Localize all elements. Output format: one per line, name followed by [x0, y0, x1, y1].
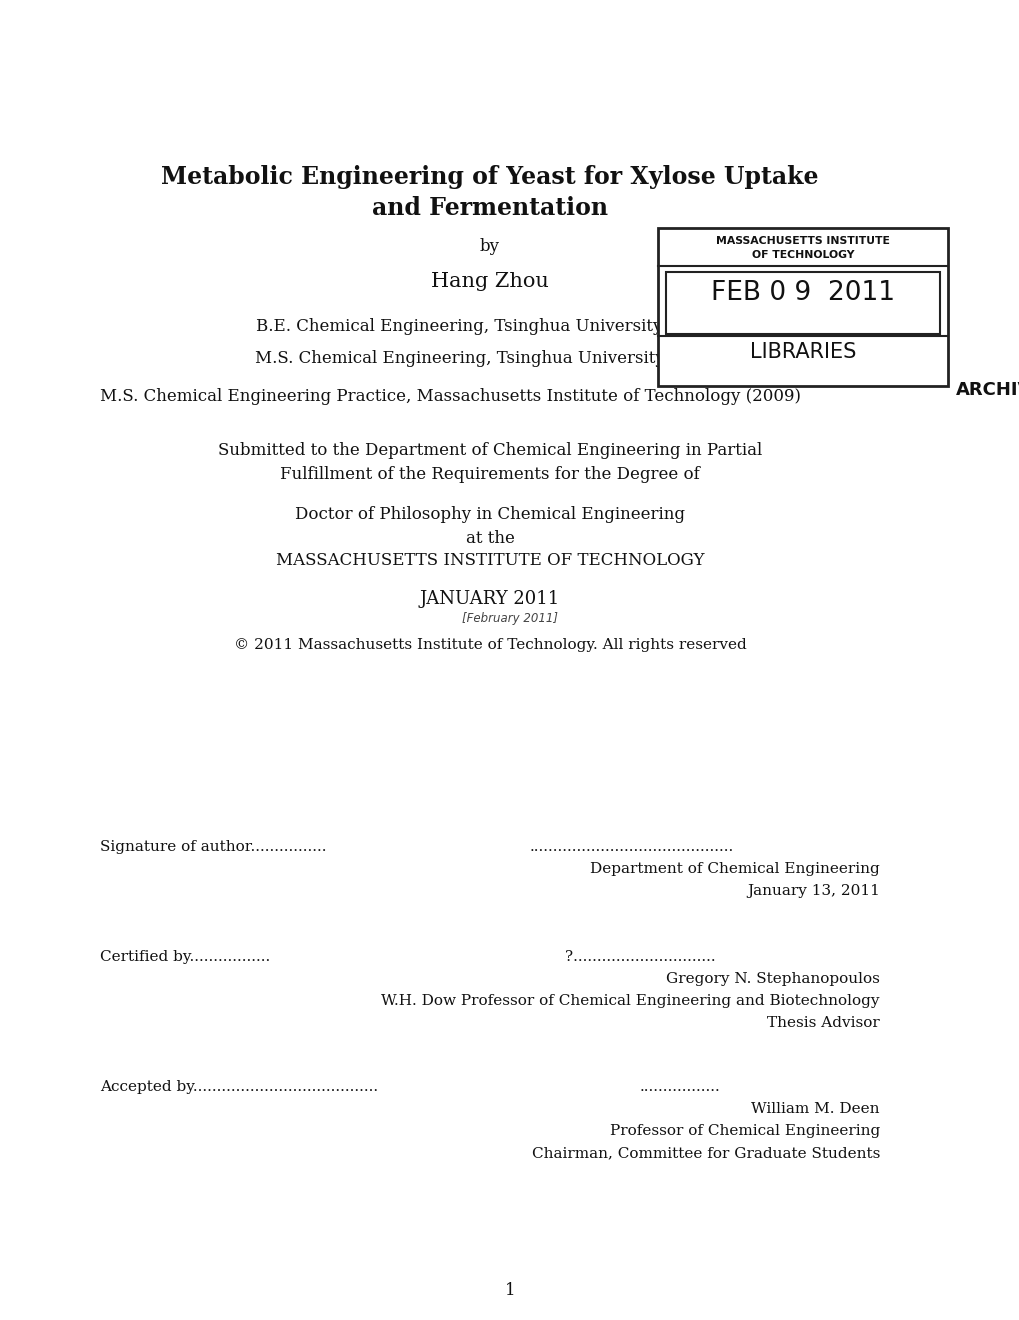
Text: JANUARY 2011: JANUARY 2011 [420, 590, 559, 609]
Text: ...........................................: ........................................… [530, 840, 734, 854]
Text: M.S. Chemical Engineering Practice, Massachusetts Institute of Technology (2009): M.S. Chemical Engineering Practice, Mass… [100, 388, 800, 405]
Text: Certified by.................: Certified by................. [100, 950, 270, 964]
Text: 1: 1 [504, 1282, 515, 1299]
Text: .................: ................. [639, 1080, 720, 1094]
Text: © 2011 Massachusetts Institute of Technology. All rights reserved: © 2011 Massachusetts Institute of Techno… [233, 638, 746, 652]
Text: Metabolic Engineering of Yeast for Xylose Uptake: Metabolic Engineering of Yeast for Xylos… [161, 165, 818, 189]
Text: Submitted to the Department of Chemical Engineering in Partial: Submitted to the Department of Chemical … [218, 442, 761, 459]
Text: Doctor of Philosophy in Chemical Engineering: Doctor of Philosophy in Chemical Enginee… [294, 506, 685, 523]
Bar [657, 228, 947, 385]
Text: at the: at the [465, 531, 514, 546]
Text: W.H. Dow Professor of Chemical Engineering and Biotechnology: W.H. Dow Professor of Chemical Engineeri… [381, 994, 879, 1008]
Text: OF TECHNOLOGY: OF TECHNOLOGY [751, 249, 854, 260]
Text: M.S. Chemical Engineering, Tsinghua University (2005): M.S. Chemical Engineering, Tsinghua Univ… [255, 350, 725, 367]
Text: MASSACHUSETTS INSTITUTE: MASSACHUSETTS INSTITUTE [715, 236, 889, 246]
Text: Department of Chemical Engineering: Department of Chemical Engineering [590, 862, 879, 876]
Text: William M. Deen: William M. Deen [751, 1102, 879, 1115]
Text: and Fermentation: and Fermentation [372, 195, 607, 220]
Text: ARCHIVES: ARCHIVES [955, 381, 1019, 399]
Text: FEB 0 9  2011: FEB 0 9 2011 [710, 280, 894, 306]
Text: Fulfillment of the Requirements for the Degree of: Fulfillment of the Requirements for the … [280, 466, 699, 483]
Text: Signature of author................: Signature of author................ [100, 840, 326, 854]
Text: B.E. Chemical Engineering, Tsinghua University (2002): B.E. Chemical Engineering, Tsinghua Univ… [256, 318, 722, 335]
Text: Chairman, Committee for Graduate Students: Chairman, Committee for Graduate Student… [531, 1146, 879, 1160]
Text: Professor of Chemical Engineering: Professor of Chemical Engineering [609, 1125, 879, 1138]
Text: Gregory N. Stephanopoulos: Gregory N. Stephanopoulos [665, 972, 879, 986]
Text: LIBRARIES: LIBRARIES [749, 342, 855, 362]
Text: Thesis Advisor: Thesis Advisor [766, 1016, 879, 1030]
Text: January 13, 2011: January 13, 2011 [746, 884, 879, 898]
Text: Accepted by.......................................: Accepted by.............................… [100, 1080, 378, 1094]
Text: ?..............................: ?.............................. [565, 950, 715, 964]
Text: Hang Zhou: Hang Zhou [431, 272, 548, 290]
Text: MASSACHUSETTS INSTITUTE OF TECHNOLOGY: MASSACHUSETTS INSTITUTE OF TECHNOLOGY [275, 552, 703, 569]
Text: [February 2011]: [February 2011] [462, 612, 557, 624]
Bar [665, 272, 940, 334]
Text: by: by [480, 238, 499, 255]
